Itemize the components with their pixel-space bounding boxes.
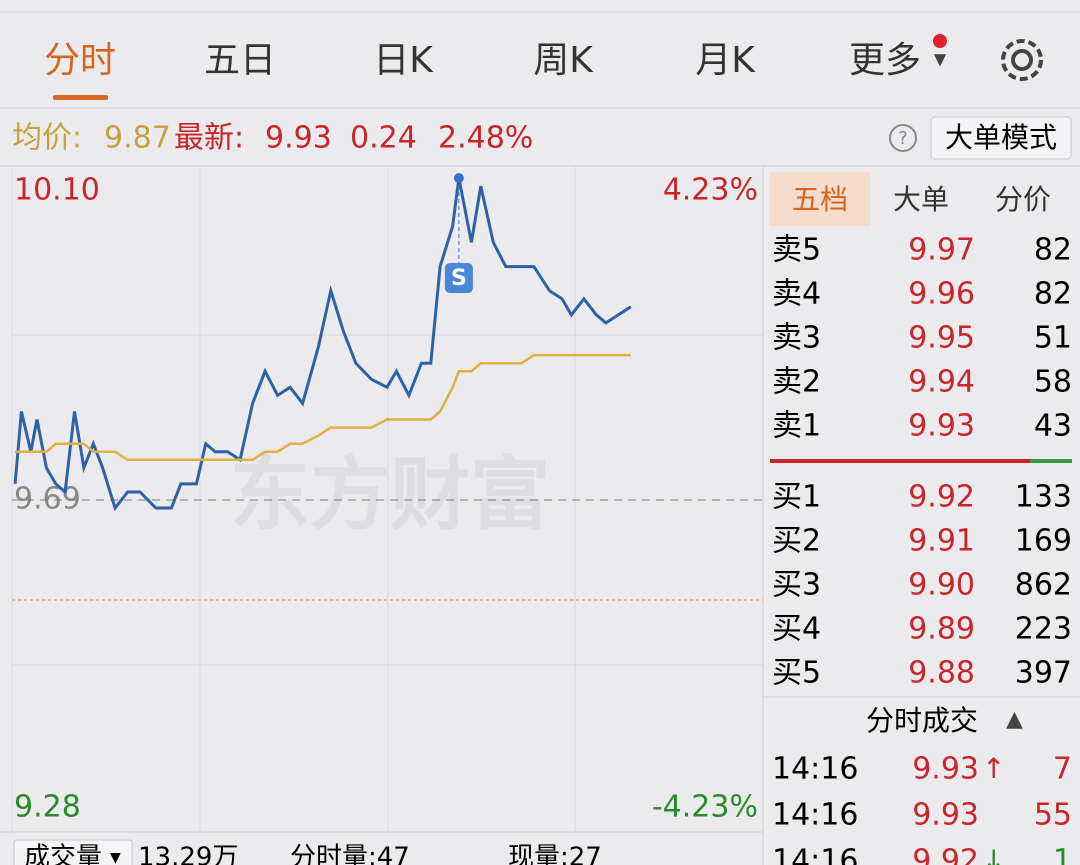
help-icon[interactable]	[889, 124, 917, 152]
dropdown-arrow: ▼	[934, 50, 947, 69]
trades-title: 分时成交	[866, 704, 978, 737]
help-icon-glyph: ?	[898, 128, 908, 149]
signal-badge[interactable]	[444, 263, 473, 294]
book-volume: 58	[1034, 365, 1072, 400]
book-volume: 223	[1015, 612, 1072, 647]
book-level: 买4	[772, 612, 821, 647]
y-tick-label: 9.28	[14, 790, 81, 825]
active-tab-bg	[770, 172, 870, 226]
book-level: 买1	[772, 480, 821, 515]
volume: 13.29万	[138, 843, 238, 865]
minute-volume: 分时量:47	[290, 843, 410, 865]
last-label: 最新:	[174, 121, 244, 156]
book-level: 买2	[772, 524, 821, 559]
book-price: 9.93	[908, 409, 975, 444]
book-price: 9.95	[908, 321, 975, 356]
trade-price: 9.93	[912, 752, 979, 787]
last-price: 9.93	[265, 121, 332, 156]
top-pct: 4.23%	[663, 173, 758, 208]
book-level: 卖3	[772, 321, 821, 356]
avg-price-line	[15, 353, 631, 462]
trade-volume: 55	[1034, 798, 1072, 833]
trade-direction: ↑	[982, 752, 1005, 785]
trade-volume: 1	[1053, 844, 1072, 865]
tab[interactable]: 更多	[849, 40, 921, 81]
settings-icon[interactable]	[1001, 39, 1043, 81]
book-level: 买5	[772, 656, 821, 691]
book-price: 9.88	[908, 656, 975, 691]
trade-time: 14:16	[772, 844, 858, 865]
book-level: 卖5	[772, 233, 821, 268]
trade-volume: 7	[1053, 752, 1072, 787]
signal-badge-label[interactable]: S	[451, 266, 467, 291]
avg-label: 均价:	[12, 121, 82, 156]
book-price: 9.94	[908, 365, 975, 400]
book-volume: 397	[1015, 656, 1072, 691]
tab[interactable]: 分时	[44, 40, 116, 81]
book-volume: 133	[1015, 480, 1072, 515]
volume-tab[interactable]	[13, 839, 133, 865]
change: 0.24	[350, 121, 417, 156]
book-level: 卖2	[772, 365, 821, 400]
volume-tab-label[interactable]: 成交量	[24, 843, 102, 865]
book-price: 9.91	[908, 524, 975, 559]
dropdown-arrow: ▼	[110, 850, 121, 865]
trade-price: 9.93	[912, 798, 979, 833]
watermark: 东方财富	[230, 448, 550, 541]
y-tick-label: 9.69	[14, 482, 81, 517]
book-volume: 862	[1015, 568, 1072, 603]
sort-arrow: ▲	[1006, 707, 1023, 732]
button[interactable]	[930, 116, 1072, 160]
book-price: 9.97	[908, 233, 975, 268]
book-tab[interactable]: 分价	[995, 183, 1051, 216]
button-label[interactable]: 大单模式	[945, 121, 1057, 154]
book-volume: 82	[1034, 233, 1072, 268]
book-price: 9.92	[908, 480, 975, 515]
change-pct: 2.48%	[438, 121, 533, 156]
tab[interactable]: 周K	[533, 40, 594, 81]
tab[interactable]: 五日	[204, 40, 276, 81]
price-line	[13, 177, 632, 512]
book-tab[interactable]: 五档	[792, 183, 848, 216]
book-level: 买3	[772, 568, 821, 603]
book-level: 卖1	[772, 409, 821, 444]
book-volume: 169	[1015, 524, 1072, 559]
book-volume: 51	[1034, 321, 1072, 356]
tab[interactable]: 月K	[695, 40, 756, 81]
book-price: 9.89	[908, 612, 975, 647]
badge-dot	[933, 34, 947, 48]
book-volume: 43	[1034, 409, 1072, 444]
avg-price: 9.87	[104, 121, 171, 156]
y-tick-label: 10.10	[14, 173, 100, 208]
book-price: 9.90	[908, 568, 975, 603]
current-volume: 现量:27	[508, 843, 602, 865]
book-price: 9.96	[908, 277, 975, 312]
bottom-pct: -4.23%	[652, 790, 758, 825]
trade-time: 14:16	[772, 798, 858, 833]
tab[interactable]: 日K	[373, 40, 434, 81]
tab-underline	[53, 95, 108, 100]
book-volume: 82	[1034, 277, 1072, 312]
trade-time: 14:16	[772, 752, 858, 787]
book-tab[interactable]: 大单	[893, 183, 949, 216]
trade-price: 9.92	[912, 844, 979, 865]
book-level: 卖4	[772, 277, 821, 312]
trade-direction: ↓	[982, 844, 1005, 865]
